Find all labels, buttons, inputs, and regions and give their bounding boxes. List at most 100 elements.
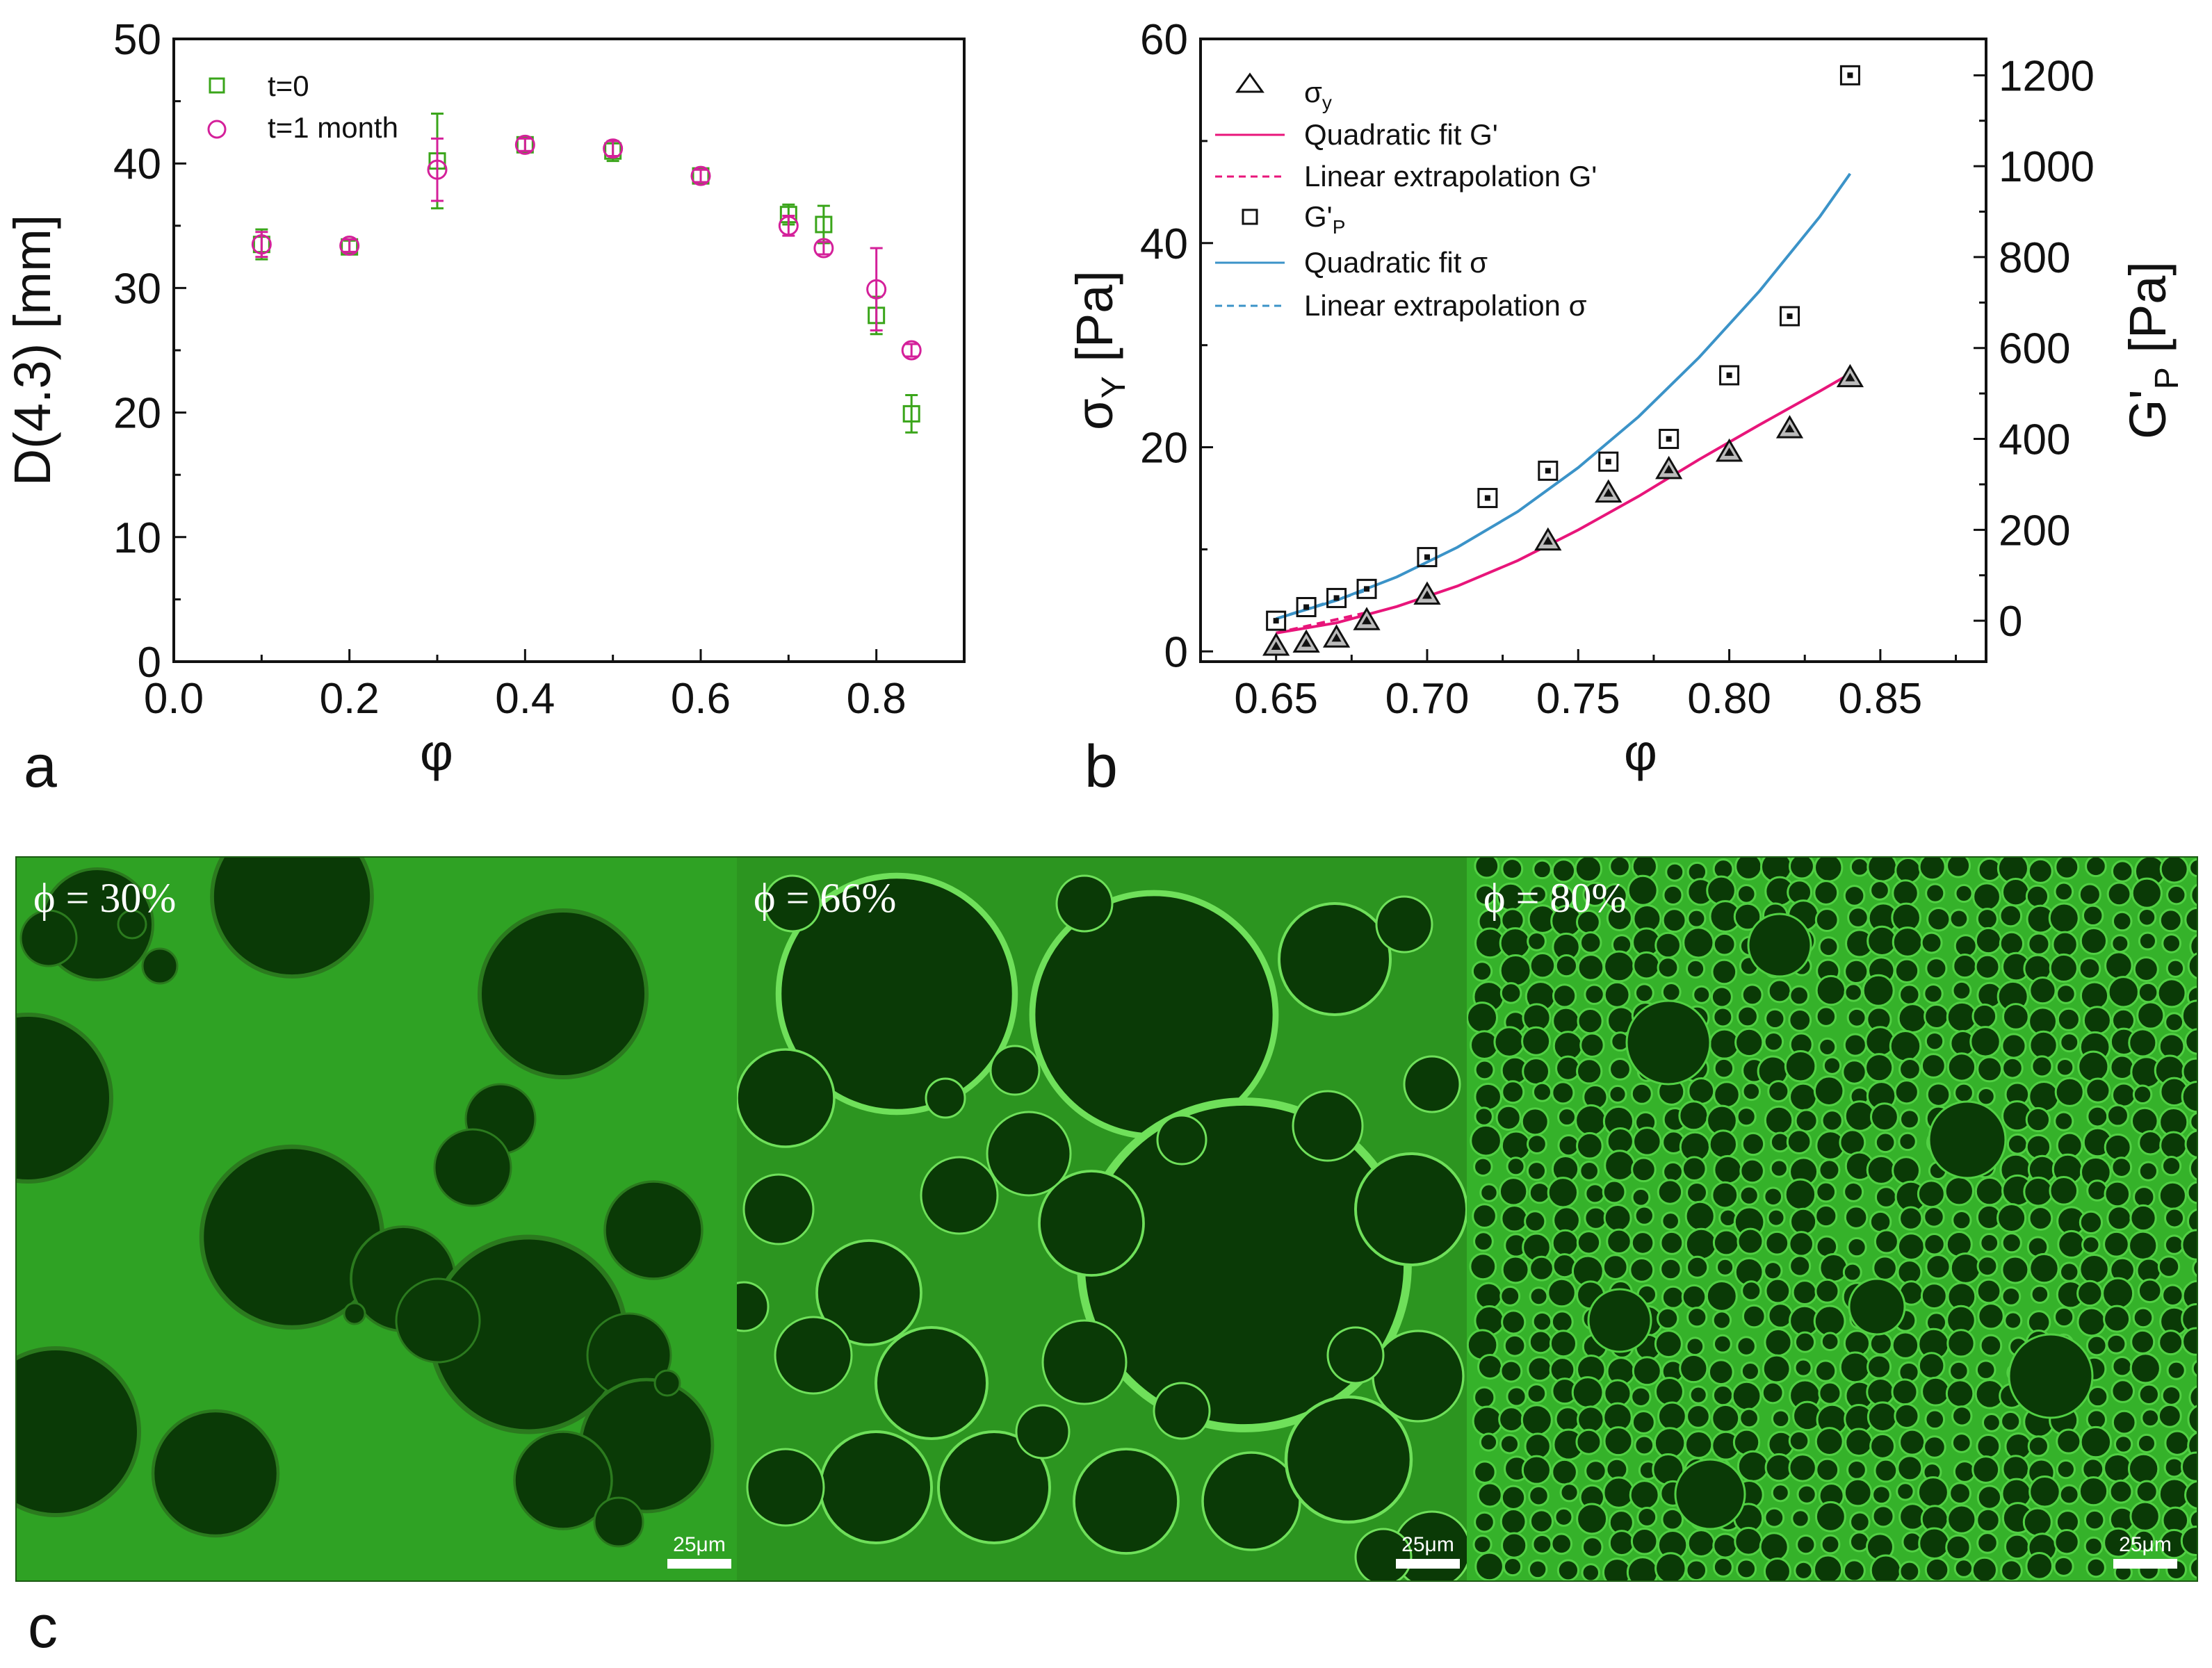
micrograph-80-cell xyxy=(2048,902,2080,934)
micrograph-80-cell xyxy=(1576,1131,1604,1160)
micrograph-80-cell xyxy=(1526,1161,1547,1182)
legend-a: t=0 t=1 month xyxy=(207,70,398,144)
micrograph-80-cell xyxy=(2189,1557,2197,1579)
micrograph-80-cell xyxy=(1474,1106,1494,1127)
micrograph-80-cell xyxy=(1474,884,1497,906)
micrograph-80-cell xyxy=(1944,1176,1974,1207)
micrograph-80-cell xyxy=(1999,931,2025,956)
micrograph-80-cell xyxy=(1686,1529,1716,1557)
micrograph-80-cell xyxy=(1499,954,1532,987)
micrograph-80-cell xyxy=(1741,1131,1766,1156)
micrograph-80-cell xyxy=(2187,1405,2197,1434)
micrograph-80-cell xyxy=(1976,1485,2003,1510)
micrograph-80-cell xyxy=(2108,1479,2133,1504)
micrograph-80-cell xyxy=(1634,1205,1654,1226)
micrograph-80-cell xyxy=(2138,1383,2160,1405)
y2-tick-label-b: 1200 xyxy=(1999,52,2095,100)
micrograph-80-cell xyxy=(1531,1533,1553,1555)
micrograph-80-cell xyxy=(1584,1460,1607,1482)
point-t1month xyxy=(778,215,799,236)
micrograph-80-cell xyxy=(2027,932,2051,956)
micrograph-80-cell xyxy=(2106,1205,2133,1232)
micrograph-80-cell xyxy=(1657,1307,1680,1330)
legend-label-quadfit-sigma: Quadratic fit σ xyxy=(1304,246,1488,279)
micrograph-80-cell xyxy=(1767,979,1792,1004)
micrograph-80-cell xyxy=(1707,1359,1734,1386)
y2-tick-label-b: 1000 xyxy=(1999,143,2095,191)
micrograph-66-droplet xyxy=(775,872,1018,1115)
point-t0 xyxy=(692,167,710,185)
micrograph-30-droplet xyxy=(433,1128,512,1207)
scale-label-66: 25μm xyxy=(1401,1533,1454,1556)
legend-marker-t0 xyxy=(209,77,225,94)
micrograph-80-cell xyxy=(2025,884,2050,908)
micrograph-80-cell xyxy=(1657,1179,1684,1205)
micrograph-80-cell xyxy=(1502,1557,1523,1577)
micrograph-80-cell xyxy=(1521,1455,1552,1485)
micrograph-80-cell xyxy=(2059,1032,2080,1053)
micrograph-80-cell xyxy=(2184,906,2197,933)
micrograph-80-cell xyxy=(1501,1309,1527,1335)
micrograph-80-cell xyxy=(2188,1156,2197,1181)
micrograph-80-cell xyxy=(1846,1236,1867,1258)
panel-label-b: b xyxy=(1084,733,1118,800)
micrograph-80-cell xyxy=(1499,1285,1521,1307)
micrograph-80-cell xyxy=(1869,1210,1892,1234)
micrograph-80-cell xyxy=(1526,1383,1547,1404)
micrograph-80-cell xyxy=(2132,1084,2153,1105)
y-tick-label-a: 0 xyxy=(138,639,161,687)
micrograph-80-cell xyxy=(1685,1559,1708,1580)
micrograph-80-cell xyxy=(2129,1501,2161,1532)
micrograph-80-cell xyxy=(2103,1453,2133,1483)
micrograph-66-droplet xyxy=(1354,1152,1467,1266)
point-gp-core xyxy=(1273,618,1279,624)
micrograph-80-cell xyxy=(1467,1001,1499,1034)
point-gp xyxy=(1839,65,1860,85)
micrograph-80-cell xyxy=(1813,858,1844,883)
micrograph-80-cell xyxy=(2085,1557,2106,1578)
micrograph-80-cell xyxy=(1898,1131,1917,1152)
micrograph-80-cell xyxy=(1503,1334,1527,1357)
micrograph-80-cell xyxy=(1662,884,1684,906)
micrograph-80-cell xyxy=(1946,1052,1977,1082)
micrograph-80-cell xyxy=(1898,983,1921,1006)
micrograph-80-cell xyxy=(1630,1082,1653,1105)
micrograph-80-cell xyxy=(1839,1129,1867,1156)
micrograph-80-cell xyxy=(1576,1058,1603,1085)
micrograph-80-cell xyxy=(1951,1209,1972,1231)
micrograph-80-cell xyxy=(1976,1507,2001,1533)
micrograph-80-cell xyxy=(1692,985,1711,1004)
micrograph-80-cell xyxy=(1971,1003,1998,1029)
micrograph-80-cell xyxy=(1554,954,1578,978)
micrograph-80-cell xyxy=(2184,1028,2197,1055)
micrograph-80-large-cell xyxy=(1848,1277,1906,1336)
micrograph-80-cell xyxy=(1501,1080,1525,1104)
micrograph-80-cell xyxy=(2079,1210,2104,1235)
micrograph-80-cell xyxy=(2103,1305,2131,1333)
legend-label-linext-g: Linear extrapolation G' xyxy=(1304,160,1597,193)
point-gp-core xyxy=(1333,595,1340,601)
micrograph-80-cell xyxy=(2054,1077,2085,1107)
micrograph-80-cell xyxy=(1784,1049,1817,1083)
micrograph-80-cell xyxy=(2158,908,2183,933)
micrograph-80-cell xyxy=(2190,883,2197,906)
micrograph-80-cell xyxy=(1501,858,1524,881)
micrograph-80-cell xyxy=(1953,1082,1974,1104)
point-gp xyxy=(1326,587,1347,608)
legend-label-linext-sigma: Linear extrapolation σ xyxy=(1304,289,1587,322)
micrograph-66-droplet xyxy=(1284,1395,1413,1524)
micrograph-80-cell xyxy=(2059,1261,2080,1282)
point-sigma-core xyxy=(1271,641,1281,650)
micrograph-80-cell xyxy=(2057,1229,2086,1259)
micrograph-80-cell xyxy=(2082,1006,2112,1036)
micrograph-80-cell xyxy=(1499,1508,1527,1535)
micrograph-80-cell xyxy=(2161,1385,2182,1406)
micrograph-80-cell xyxy=(2130,1329,2156,1355)
micrograph-80-cell xyxy=(2103,1527,2133,1558)
micrograph-80-cell xyxy=(1867,925,1898,957)
micrograph-80-cell xyxy=(2128,1028,2158,1058)
micrograph-80-cell xyxy=(1759,1532,1789,1562)
extrapolation-line xyxy=(1276,589,1367,621)
micrograph-80-cell xyxy=(1608,1084,1627,1104)
fit-line xyxy=(1276,373,1851,635)
